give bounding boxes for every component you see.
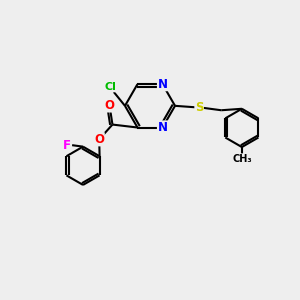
Text: N: N bbox=[158, 78, 167, 91]
Text: Cl: Cl bbox=[104, 82, 116, 92]
Text: F: F bbox=[63, 139, 71, 152]
Text: O: O bbox=[94, 133, 104, 146]
Text: O: O bbox=[104, 99, 115, 112]
Text: S: S bbox=[195, 101, 203, 114]
Text: N: N bbox=[158, 121, 167, 134]
Text: CH₃: CH₃ bbox=[232, 154, 252, 164]
